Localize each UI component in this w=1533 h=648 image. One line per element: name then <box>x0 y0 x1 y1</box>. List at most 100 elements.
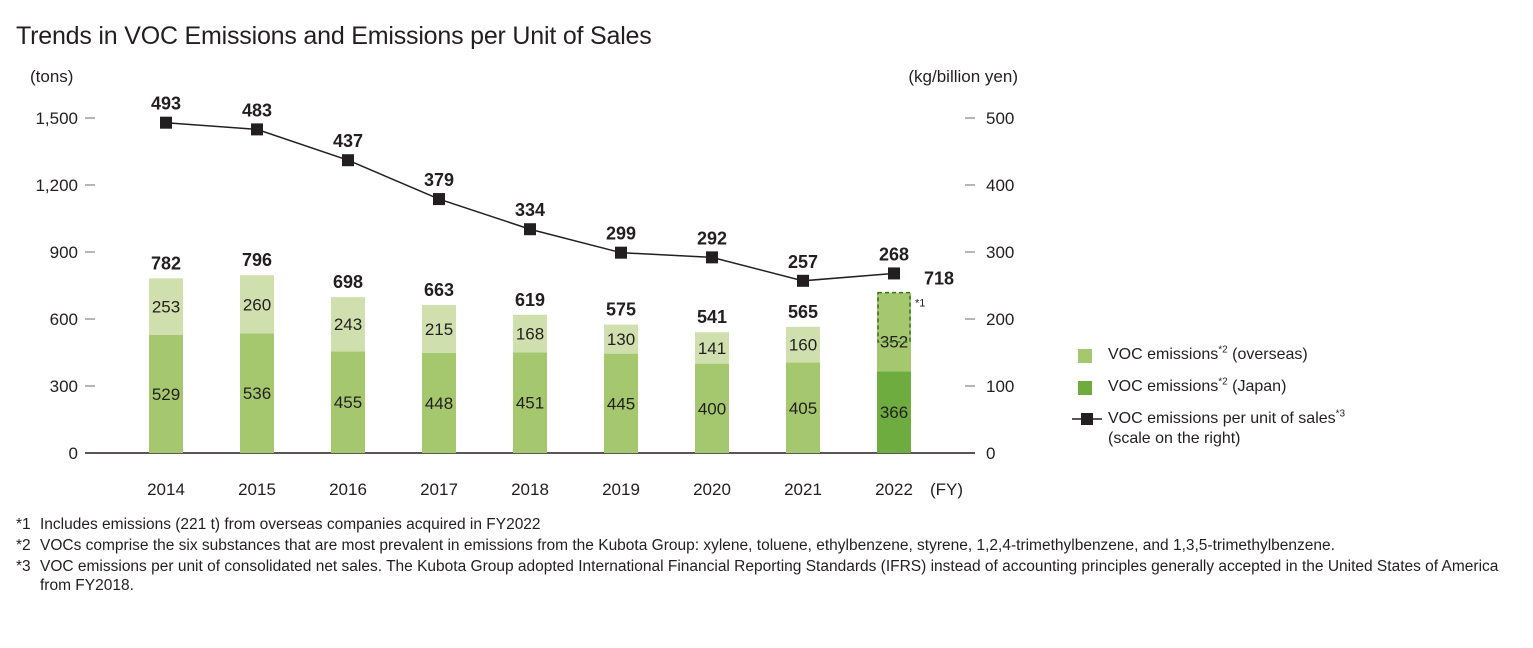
bar-overseas <box>695 332 729 364</box>
y-right-tick-label: 0 <box>986 444 995 463</box>
x-tick-label: 2021 <box>784 480 822 499</box>
y-right-tick-label: 300 <box>986 243 1014 262</box>
footnote-2: *2 VOCs comprise the six substances that… <box>16 536 1528 555</box>
bar-label-overseas: 253 <box>152 298 180 317</box>
x-tick-label: 2017 <box>420 480 458 499</box>
bar-total-label: 575 <box>606 300 636 320</box>
line-point-marker <box>433 193 445 206</box>
y-left-tick-label: 600 <box>50 310 78 329</box>
bar-label-overseas: 130 <box>607 330 635 349</box>
footnote-2-mark: *2 <box>16 537 31 554</box>
x-axis-unit: (FY) <box>930 480 963 499</box>
legend-label-overseas-suffix: (overseas) <box>1227 346 1308 363</box>
x-tick-label: 2022 <box>875 480 913 499</box>
legend-swatch-overseas <box>1078 349 1092 363</box>
bar-japan <box>604 353 638 453</box>
legend-label-japan-suffix: (Japan) <box>1227 378 1287 395</box>
y-right-tick-label: 200 <box>986 310 1014 329</box>
footnote-2-text: VOCs comprise the six substances that ar… <box>40 537 1335 554</box>
line-point-label: 299 <box>606 224 636 244</box>
line-point-label: 292 <box>697 228 727 248</box>
bar-label-overseas: 352 <box>880 332 908 351</box>
line-point-label: 334 <box>515 200 545 220</box>
bar-total-label: 619 <box>515 290 545 310</box>
line-point-marker <box>888 267 900 280</box>
legend-sup-line: *3 <box>1335 408 1346 420</box>
y-right-tick-label: 400 <box>986 176 1014 195</box>
bar-label-japan: 445 <box>607 394 635 413</box>
legend-item-japan: VOC emissions*2 (Japan) <box>1072 377 1345 397</box>
x-tick-label: 2014 <box>147 480 185 499</box>
bar-overseas <box>877 292 911 372</box>
chart-legend: VOC emissions*2 (overseas) VOC emissions… <box>1072 345 1345 461</box>
bar-label-japan: 400 <box>698 399 726 418</box>
footnote-3-text: VOC emissions per unit of consolidated n… <box>40 558 1499 594</box>
bar-total-label: 796 <box>242 250 272 270</box>
bar-japan <box>786 362 820 453</box>
footnote-3: *3 VOC emissions per unit of consolidate… <box>16 557 1528 595</box>
bar-japan <box>331 351 365 453</box>
bar-label-overseas: 243 <box>334 315 362 334</box>
bar-label-japan: 455 <box>334 393 362 412</box>
bar-label-overseas: 260 <box>243 295 271 314</box>
y-right-tick-label: 500 <box>986 109 1014 128</box>
x-tick-label: 2016 <box>329 480 367 499</box>
legend-item-overseas: VOC emissions*2 (overseas) <box>1072 345 1345 365</box>
bar-overseas <box>149 278 183 335</box>
y-left-tick-label: 300 <box>50 377 78 396</box>
bar-total-label: 565 <box>788 302 818 322</box>
bar-japan <box>877 371 911 453</box>
line-point-marker <box>706 251 718 264</box>
bar-label-japan: 451 <box>516 394 544 413</box>
bar-label-overseas: 215 <box>425 320 453 339</box>
y-left-tick-label: 900 <box>50 243 78 262</box>
footnote-3-mark: *3 <box>16 558 31 575</box>
bar-overseas <box>240 275 274 334</box>
line-point-label: 493 <box>151 94 181 114</box>
line-point-marker <box>160 116 172 129</box>
bar-label-overseas: 141 <box>698 339 726 358</box>
line-point-label: 268 <box>879 244 909 264</box>
bar-overseas <box>513 314 547 353</box>
legend-item-line: VOC emissions per unit of sales*3 (scale… <box>1072 409 1345 449</box>
annotation-mark: *1 <box>915 298 925 310</box>
y-left-tick-label: 1,500 <box>35 109 78 128</box>
bar-label-japan: 366 <box>880 403 908 422</box>
y-right-tick-label: 100 <box>986 377 1014 396</box>
bar-total-label: 782 <box>151 253 181 273</box>
footnote-1: *1 Includes emissions (221 t) from overs… <box>16 515 1528 534</box>
chart-title: Trends in VOC Emissions and Emissions pe… <box>16 22 652 50</box>
legend-label-japan: VOC emissions <box>1108 378 1219 395</box>
bar-label-japan: 405 <box>789 399 817 418</box>
annotation-box <box>877 291 911 343</box>
bar-overseas <box>422 304 456 353</box>
bar-overseas <box>786 326 820 363</box>
legend-sup-overseas: *2 <box>1218 344 1228 356</box>
footnotes: *1 Includes emissions (221 t) from overs… <box>16 515 1528 597</box>
line-point-label: 379 <box>424 170 454 190</box>
bar-total-label: 663 <box>424 280 454 300</box>
y-left-tick-label: 1,200 <box>35 176 78 195</box>
line-point-label: 483 <box>242 100 272 120</box>
legend-label-line-sub: (scale on the right) <box>1108 430 1241 447</box>
line-point-marker <box>524 223 536 236</box>
bar-japan <box>695 363 729 453</box>
line-point-marker <box>251 123 263 136</box>
bar-japan <box>422 352 456 453</box>
line-point-label: 437 <box>333 131 363 151</box>
bar-label-overseas: 160 <box>789 336 817 355</box>
x-tick-label: 2018 <box>511 480 549 499</box>
bar-total-label: 718 <box>924 269 954 289</box>
chart-canvas: (tons) (kg/billion yen) 0 300 600 900 1,200 1,5… <box>30 67 1018 499</box>
legend-swatch-japan <box>1078 381 1092 395</box>
legend-line-marker-icon <box>1072 413 1102 425</box>
y-axis-right-label: (kg/billion yen) <box>908 67 1018 86</box>
bar-label-japan: 448 <box>425 394 453 413</box>
bar-label-japan: 536 <box>243 384 271 403</box>
bar-japan <box>149 334 183 453</box>
bar-total-label: 541 <box>697 307 727 327</box>
line-point-marker <box>342 154 354 167</box>
bar-overseas <box>331 297 365 352</box>
bar-label-overseas: 168 <box>516 325 544 344</box>
y-axis-left-label: (tons) <box>30 67 73 86</box>
